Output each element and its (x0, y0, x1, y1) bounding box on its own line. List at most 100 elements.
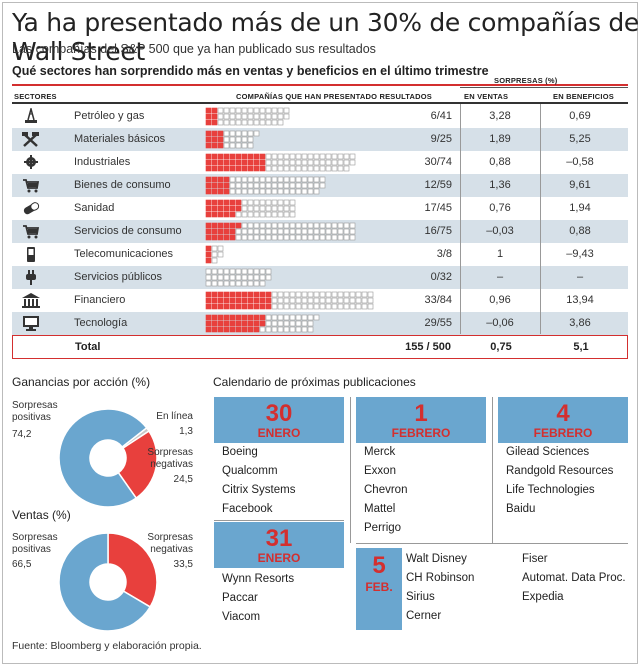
presented-square (205, 153, 212, 160)
sector-row: Servicios de consumo 16/75 –0,03 0,88 (12, 220, 628, 243)
presented-count: 6/41 (430, 110, 452, 122)
sales-surprise: 0,96 (489, 294, 511, 306)
pending-square (241, 176, 248, 183)
pending-square (283, 234, 290, 241)
pending-square (247, 176, 254, 183)
eps-negative-value: 24,5 (173, 474, 193, 485)
waffle-chart (205, 314, 320, 333)
pending-square (223, 142, 230, 149)
total-sales: 0,75 (490, 341, 512, 353)
presented-square (223, 303, 230, 310)
pending-square (277, 303, 284, 310)
presented-square (229, 159, 236, 166)
presented-square (211, 176, 218, 183)
presented-square (259, 314, 266, 321)
pending-square (265, 228, 272, 235)
pending-square (277, 211, 284, 218)
pending-square (283, 182, 290, 189)
pending-square (271, 326, 278, 333)
pending-square (283, 199, 290, 206)
pending-square (265, 320, 272, 327)
pending-square (253, 107, 260, 114)
pending-square (247, 199, 254, 206)
pending-square (301, 222, 308, 229)
pending-square (307, 314, 314, 321)
pie-slice (117, 430, 158, 500)
calendar-company: CH Robinson (406, 572, 475, 584)
pending-square (313, 222, 320, 229)
calendar-company: Cerner (406, 610, 442, 622)
pending-square (289, 165, 296, 172)
eps-inline-value: 1,3 (179, 426, 193, 437)
waffle-chart (205, 130, 260, 149)
sales-pie-chart (58, 532, 158, 632)
pending-square (217, 274, 224, 281)
presented-square (235, 199, 242, 206)
presented-square (205, 211, 212, 218)
pending-square (283, 291, 290, 298)
presented-square (247, 291, 254, 298)
pending-square (277, 153, 284, 160)
pending-square (241, 119, 248, 126)
pending-square (247, 113, 254, 120)
pending-square (313, 234, 320, 241)
pending-square (307, 153, 314, 160)
presented-square (259, 291, 266, 298)
sector-name: Servicios públicos (74, 271, 163, 283)
pending-square (289, 182, 296, 189)
presented-square (217, 234, 224, 241)
pending-square (295, 176, 302, 183)
presented-square (229, 222, 236, 229)
presented-square (217, 222, 224, 229)
presented-square (211, 222, 218, 229)
pending-square (271, 119, 278, 126)
presented-square (205, 119, 212, 126)
pending-square (265, 107, 272, 114)
pending-square (235, 280, 242, 287)
pending-square (265, 205, 272, 212)
presented-square (217, 320, 224, 327)
pending-square (319, 234, 326, 241)
pending-square (361, 297, 368, 304)
presented-square (229, 291, 236, 298)
presented-square (235, 314, 242, 321)
presented-square (205, 234, 212, 241)
presented-square (241, 159, 248, 166)
pending-square (241, 228, 248, 235)
pending-square (361, 291, 368, 298)
presented-square (217, 153, 224, 160)
pending-square (229, 142, 236, 149)
sector-row: Telecomunicaciones 3/8 1 –9,43 (12, 243, 628, 266)
pending-square (277, 113, 284, 120)
mobile-phone-icon (20, 246, 42, 263)
pending-square (253, 119, 260, 126)
pending-square (343, 234, 350, 241)
pending-square (343, 228, 350, 235)
presented-square (217, 291, 224, 298)
pending-square (271, 205, 278, 212)
pending-square (283, 188, 290, 195)
presented-count: 12/59 (424, 179, 452, 191)
pending-square (241, 107, 248, 114)
pending-square (343, 291, 350, 298)
pending-square (355, 297, 362, 304)
pending-square (349, 291, 356, 298)
pending-square (283, 228, 290, 235)
header-sectors: SECTORES (14, 92, 57, 101)
pending-square (319, 182, 326, 189)
pending-square (277, 182, 284, 189)
presented-square (223, 159, 230, 166)
pending-square (229, 113, 236, 120)
sales-negative-value: 33,5 (173, 559, 193, 570)
pending-square (367, 297, 374, 304)
presented-square (211, 320, 218, 327)
sector-row: Petróleo y gas 6/41 3,28 0,69 (12, 105, 628, 128)
presented-square (241, 297, 248, 304)
pending-square (337, 165, 344, 172)
pending-square (307, 176, 314, 183)
pending-square (337, 222, 344, 229)
pending-square (235, 130, 242, 137)
presented-square (217, 136, 224, 143)
sector-row: Materiales básicos 9/25 1,89 5,25 (12, 128, 628, 151)
waffle-chart (205, 268, 272, 287)
